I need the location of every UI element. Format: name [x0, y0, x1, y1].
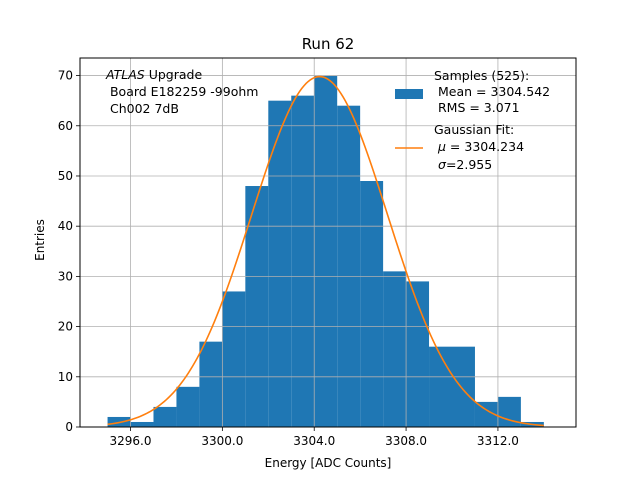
x-tick-label: 3308.0 [385, 434, 427, 448]
histogram-bar [314, 75, 338, 428]
x-tick-label: 3304.0 [293, 434, 335, 448]
legend-fit-mu-line: μ = 3304.234 [437, 139, 524, 154]
plot-area [79, 57, 577, 428]
annotation-upgrade: Upgrade [145, 67, 203, 82]
y-tick-label: 50 [58, 169, 73, 183]
histogram-bar [176, 386, 200, 427]
legend-mu-value: = 3304.234 [446, 139, 524, 154]
histogram-bar [337, 105, 361, 427]
chart-title: Run 62 [302, 35, 355, 53]
x-axis-ticks: 3296.0 3300.0 3304.0 3308.0 3312.0 [110, 427, 519, 448]
annotation-line-3: Ch002 7dB [106, 101, 179, 116]
y-tick-label: 40 [58, 219, 73, 233]
histogram-bar [222, 291, 246, 427]
legend-sigma-symbol: σ [438, 157, 447, 172]
legend: Samples (525): Mean = 3304.542 RMS = 3.0… [395, 68, 550, 172]
y-tick-label: 30 [58, 269, 73, 283]
legend-mu-symbol: μ [437, 139, 446, 154]
annotation-line-2: Board E182259 -99ohm [106, 84, 258, 99]
plot-frame [79, 57, 577, 428]
histogram-bar [268, 100, 292, 428]
legend-histogram-swatch [395, 89, 423, 99]
y-tick-label: 0 [65, 420, 73, 434]
histogram-bar [360, 181, 384, 427]
atlas-annotation: ATLAS Upgrade Board E182259 -99ohm Ch002… [105, 67, 258, 116]
histogram-bar [497, 396, 521, 427]
histogram-bar [383, 271, 407, 427]
x-tick-label: 3296.0 [110, 434, 152, 448]
x-axis-label: Energy [ADC Counts] [265, 456, 392, 470]
y-tick-label: 20 [58, 320, 73, 334]
legend-fit-sigma-line: σ=2.955 [438, 157, 492, 172]
histogram-bar [452, 346, 475, 427]
histogram-bar [291, 95, 315, 427]
histogram-bar [153, 406, 177, 427]
legend-rms-line: RMS = 3.071 [434, 100, 520, 115]
y-axis-ticks: 0 10 20 30 40 50 60 70 [58, 69, 80, 434]
legend-samples-line: Samples (525): [434, 68, 529, 83]
x-tick-label: 3300.0 [201, 434, 243, 448]
gaussian-fit-curve [107, 75, 544, 427]
histogram-bar [474, 401, 498, 427]
annotation-atlas: ATLAS [105, 67, 145, 82]
histogram-bar [130, 421, 154, 427]
x-tick-label: 3312.0 [477, 434, 519, 448]
y-tick-label: 10 [58, 370, 73, 384]
annotation-line-1: ATLAS Upgrade [105, 67, 202, 82]
y-tick-label: 70 [58, 69, 73, 83]
histogram-bar [429, 346, 452, 427]
legend-fit-title: Gaussian Fit: [434, 122, 514, 137]
legend-sigma-value: =2.955 [446, 157, 492, 172]
histogram-bar [199, 341, 223, 427]
histogram-bar [245, 186, 269, 427]
y-axis-label: Entries [33, 219, 47, 261]
y-tick-label: 60 [58, 119, 73, 133]
legend-mean-line: Mean = 3304.542 [434, 84, 550, 99]
